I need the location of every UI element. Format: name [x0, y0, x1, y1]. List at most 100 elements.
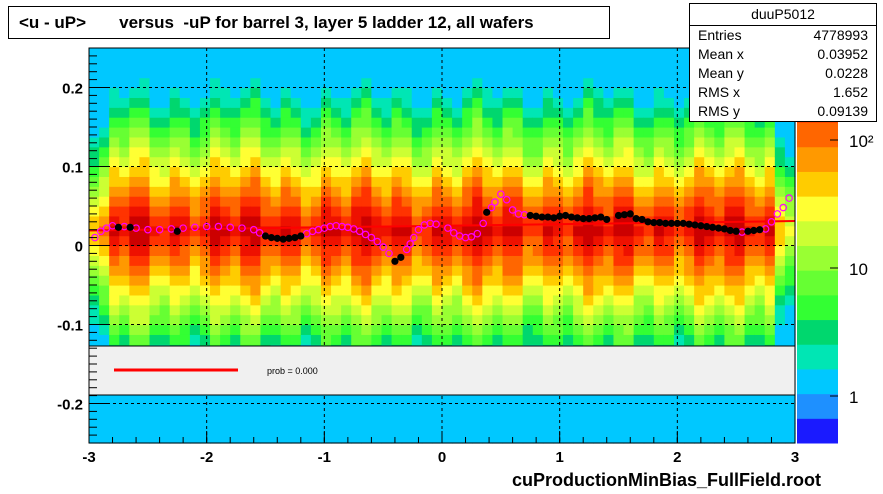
- heatmap-cell: [744, 275, 756, 286]
- heatmap-cell: [371, 433, 383, 444]
- heatmap-cell: [442, 196, 453, 207]
- profile-open-point: [255, 229, 264, 237]
- heatmap-cell: [290, 146, 302, 158]
- heatmap-cell: [462, 334, 473, 345]
- heatmap-cell: [552, 403, 564, 414]
- heatmap-cell: [502, 314, 514, 326]
- heatmap-cell: [522, 117, 534, 128]
- heatmap-cell: [633, 403, 645, 414]
- heatmap-cell: [270, 166, 282, 177]
- heatmap-cell: [542, 255, 554, 266]
- heatmap-cell: [351, 255, 362, 266]
- heatmap-cell: [532, 403, 544, 414]
- heatmap-cell: [573, 87, 584, 98]
- heatmap-cell: [764, 136, 776, 148]
- heatmap-cell: [724, 146, 736, 158]
- heatmap-cell: [129, 235, 141, 247]
- heatmap-cell: [583, 97, 594, 108]
- heatmap-cell: [119, 206, 130, 217]
- heatmap-cell: [260, 314, 272, 326]
- heatmap-cell: [129, 215, 141, 227]
- heatmap-cell: [199, 48, 211, 59]
- heatmap-cell: [603, 206, 615, 217]
- heatmap-cell: [320, 136, 332, 148]
- heatmap-cell: [89, 255, 100, 266]
- heatmap-cell: [331, 136, 342, 148]
- heatmap-cell: [139, 423, 151, 434]
- heatmap-cell: [744, 255, 756, 266]
- heatmap-cell: [452, 77, 463, 89]
- heatmap-cell: [300, 285, 312, 296]
- heatmap-cell: [613, 265, 625, 276]
- heatmap-cell: [442, 107, 453, 118]
- heatmap-cell: [563, 176, 574, 187]
- heatmap-cell: [512, 67, 524, 79]
- heatmap-cell: [673, 403, 685, 414]
- heatmap-cell: [210, 334, 221, 345]
- heatmap-cell: [290, 186, 302, 197]
- heatmap-cell: [583, 136, 594, 148]
- heatmap-cell: [351, 166, 362, 177]
- colorbar-tick-label: 10: [849, 260, 868, 279]
- heatmap-cell: [542, 166, 554, 177]
- heatmap-cell: [391, 393, 403, 405]
- heatmap-cell: [341, 186, 352, 197]
- heatmap-cell: [411, 186, 423, 197]
- heatmap-cell: [563, 255, 574, 266]
- heatmap-cell: [199, 107, 211, 118]
- heatmap-cell: [744, 186, 756, 197]
- heatmap-cell: [220, 324, 231, 335]
- heatmap-cell: [704, 413, 715, 424]
- heatmap-cell: [199, 146, 211, 158]
- heatmap-cell: [341, 245, 352, 256]
- heatmap-cell: [290, 423, 302, 434]
- heatmap-cell: [563, 334, 574, 345]
- heatmap-cell: [512, 265, 524, 276]
- heatmap-cell: [492, 334, 504, 345]
- heatmap-cell: [754, 196, 766, 207]
- heatmap-cell: [341, 176, 352, 187]
- heatmap-cell: [421, 196, 433, 207]
- heatmap-cell: [320, 393, 332, 405]
- heatmap-cell: [159, 314, 171, 326]
- heatmap-cell: [593, 235, 604, 247]
- heatmap-cell: [583, 334, 594, 345]
- heatmap-cell: [381, 146, 393, 158]
- heatmap-cell: [280, 176, 292, 187]
- heatmap-cell: [421, 97, 433, 108]
- heatmap-cell: [119, 196, 130, 207]
- heatmap-cell: [139, 433, 151, 444]
- heatmap-cell: [431, 156, 443, 168]
- heatmap-cell: [653, 423, 665, 434]
- heatmap-cell: [552, 215, 564, 227]
- heatmap-cell: [280, 107, 292, 118]
- heatmap-cell: [89, 314, 100, 326]
- heatmap-cell: [714, 294, 725, 306]
- heatmap-cell: [139, 176, 151, 187]
- heatmap-cell: [250, 235, 262, 247]
- heatmap-cell: [573, 166, 584, 177]
- heatmap-cell: [542, 215, 554, 227]
- heatmap-cell: [754, 166, 766, 177]
- heatmap-cell: [764, 156, 776, 168]
- heatmap-cell: [310, 423, 322, 434]
- heatmap-cell: [462, 225, 473, 237]
- heatmap-cell: [563, 127, 574, 138]
- heatmap-cell: [492, 107, 504, 118]
- heatmap-cell: [784, 127, 796, 138]
- heatmap-cell: [552, 57, 564, 69]
- heatmap-cell: [310, 314, 322, 326]
- heatmap-cell: [179, 285, 191, 296]
- heatmap-cell: [189, 206, 201, 217]
- heatmap-cell: [401, 97, 413, 108]
- heatmap-cell: [603, 403, 615, 414]
- heatmap-cell: [603, 393, 615, 405]
- profile-point: [726, 226, 734, 235]
- heatmap-cell: [542, 393, 554, 405]
- profile-point: [656, 218, 664, 227]
- heatmap-cell: [663, 77, 675, 89]
- heatmap-cell: [563, 186, 574, 197]
- heatmap-cell: [109, 423, 120, 434]
- heatmap-cell: [300, 196, 312, 207]
- heatmap-cell: [431, 225, 443, 237]
